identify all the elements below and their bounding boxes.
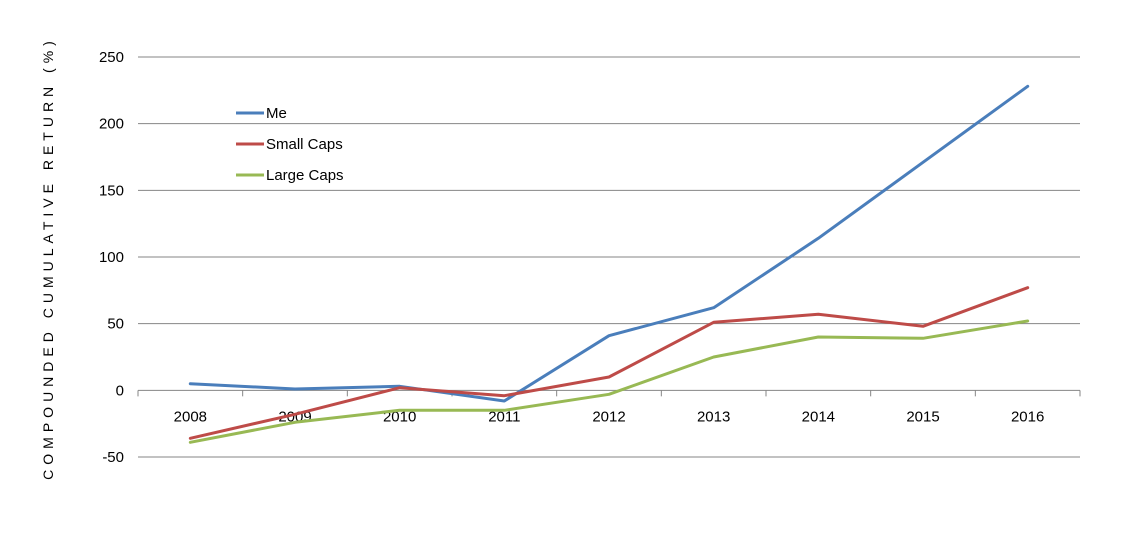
y-tick-label: 250	[99, 49, 124, 66]
y-axis-label: COMPOUNDED CUMULATIVE RETURN (%)	[40, 36, 56, 480]
y-tick-label: 100	[99, 249, 124, 266]
x-tick-label: 2011	[488, 408, 520, 425]
y-axis-tick-labels: -50 0 50 100 150 200 250	[99, 49, 124, 466]
x-tick-label: 2014	[802, 408, 835, 425]
y-tick-label: 0	[116, 382, 124, 399]
legend-item-large-caps: Large Caps	[236, 167, 344, 184]
y-tick-label: 50	[107, 316, 124, 333]
legend: Me Small Caps Large Caps	[236, 105, 344, 184]
x-tick-label: 2008	[174, 408, 207, 425]
legend-item-small-caps: Small Caps	[236, 136, 343, 153]
legend-label: Small Caps	[266, 136, 343, 153]
gridlines	[138, 56, 1080, 458]
x-tick-label: 2013	[697, 408, 730, 425]
series-line-me	[188, 84, 1030, 403]
x-tick-label: 2015	[906, 408, 939, 425]
legend-label: Me	[266, 105, 287, 122]
series-line-large-caps	[188, 319, 1030, 444]
series-lines	[188, 84, 1030, 444]
legend-item-me: Me	[236, 105, 287, 122]
y-tick-label: 200	[99, 116, 124, 133]
legend-label: Large Caps	[266, 167, 344, 184]
x-tick-label: 2016	[1011, 408, 1044, 425]
x-tick-label: 2012	[592, 408, 625, 425]
y-tick-label: 150	[99, 182, 124, 199]
y-tick-label: -50	[102, 449, 124, 466]
